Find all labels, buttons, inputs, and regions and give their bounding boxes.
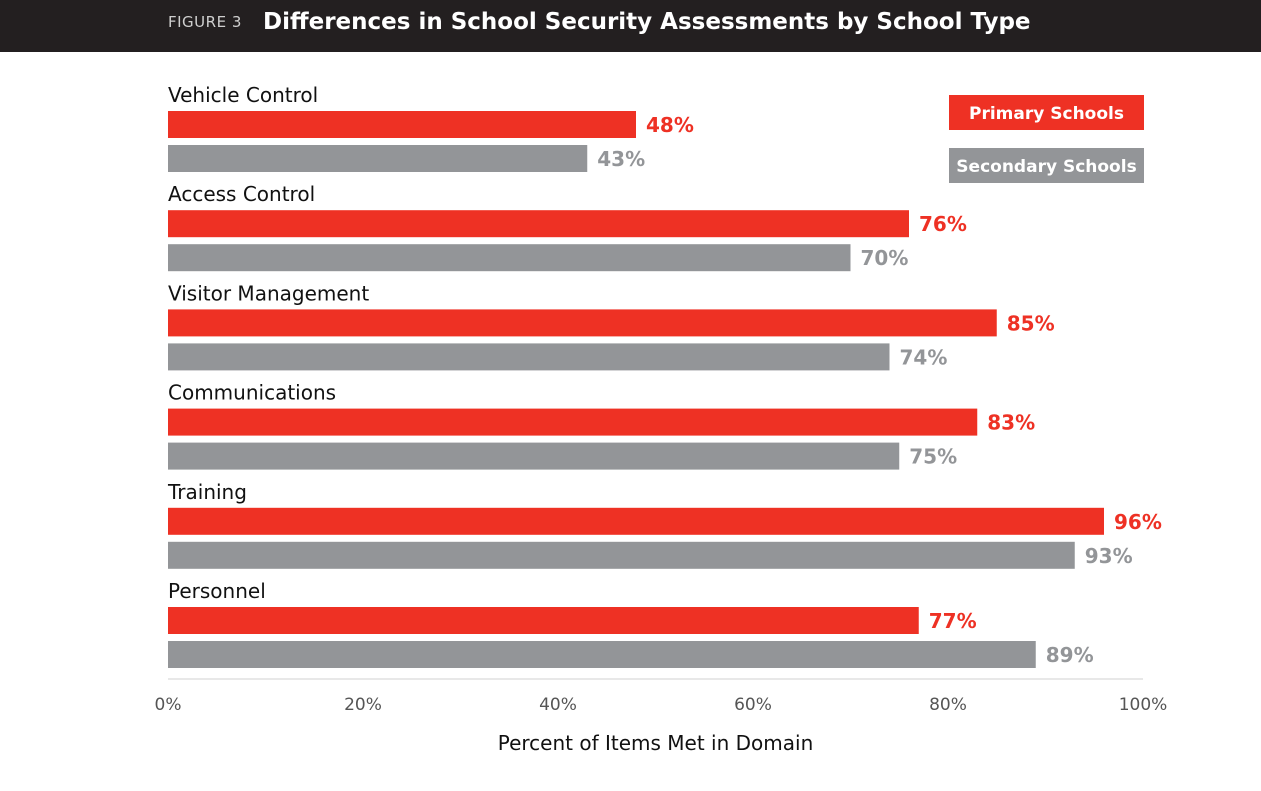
legend-label: Secondary Schools bbox=[956, 157, 1136, 177]
bar-secondary bbox=[168, 641, 1036, 668]
x-tick-label: 20% bbox=[344, 695, 382, 715]
figure-label: FIGURE 3 bbox=[168, 13, 242, 31]
bar-primary bbox=[168, 607, 919, 634]
bar-primary bbox=[168, 408, 978, 436]
data-label: 93% bbox=[1085, 544, 1133, 568]
category-label: Communications bbox=[168, 381, 336, 405]
category-label: Training bbox=[167, 480, 247, 504]
x-tick-label: 0% bbox=[155, 695, 182, 715]
x-tick-label: 100% bbox=[1119, 695, 1168, 715]
legend-swatch-secondary bbox=[949, 148, 1144, 183]
bar-primary bbox=[168, 507, 1104, 535]
data-label: 74% bbox=[900, 345, 948, 369]
data-label: 85% bbox=[1007, 311, 1055, 335]
data-label: 76% bbox=[919, 212, 967, 236]
data-label: 89% bbox=[1046, 643, 1094, 667]
bar-primary bbox=[168, 111, 636, 138]
data-label: 48% bbox=[646, 113, 694, 137]
category-label: Access Control bbox=[168, 182, 315, 206]
x-tick-label: 80% bbox=[929, 695, 967, 715]
legend-swatch-primary bbox=[949, 95, 1144, 130]
bar-secondary bbox=[168, 541, 1075, 569]
data-label: 96% bbox=[1114, 510, 1162, 534]
bar-secondary bbox=[168, 145, 588, 172]
category-label: Vehicle Control bbox=[168, 83, 318, 107]
bar-primary bbox=[168, 210, 909, 238]
bar-secondary bbox=[168, 343, 890, 371]
x-tick-label: 40% bbox=[539, 695, 577, 715]
data-label: 83% bbox=[987, 411, 1035, 435]
figure-title: Differences in School Security Assessmen… bbox=[263, 9, 1031, 35]
x-axis-title: Percent of Items Met in Domain bbox=[498, 731, 814, 755]
bar-chart: Vehicle Control 48%43% Access Control 76% 70… bbox=[155, 83, 1168, 755]
data-label: 70% bbox=[861, 246, 909, 270]
legend-label: Primary Schools bbox=[969, 104, 1124, 124]
figure-header: FIGURE 3 Differences in School Security … bbox=[0, 0, 1261, 52]
bar-secondary bbox=[168, 244, 851, 272]
x-tick-label: 60% bbox=[734, 695, 772, 715]
category-label: Personnel bbox=[168, 579, 266, 603]
data-label: 43% bbox=[597, 147, 645, 171]
bar-secondary bbox=[168, 442, 900, 470]
category-label: Visitor Management bbox=[168, 281, 369, 305]
data-label: 77% bbox=[929, 609, 977, 633]
data-label: 75% bbox=[909, 445, 957, 469]
bar-primary bbox=[168, 309, 997, 337]
